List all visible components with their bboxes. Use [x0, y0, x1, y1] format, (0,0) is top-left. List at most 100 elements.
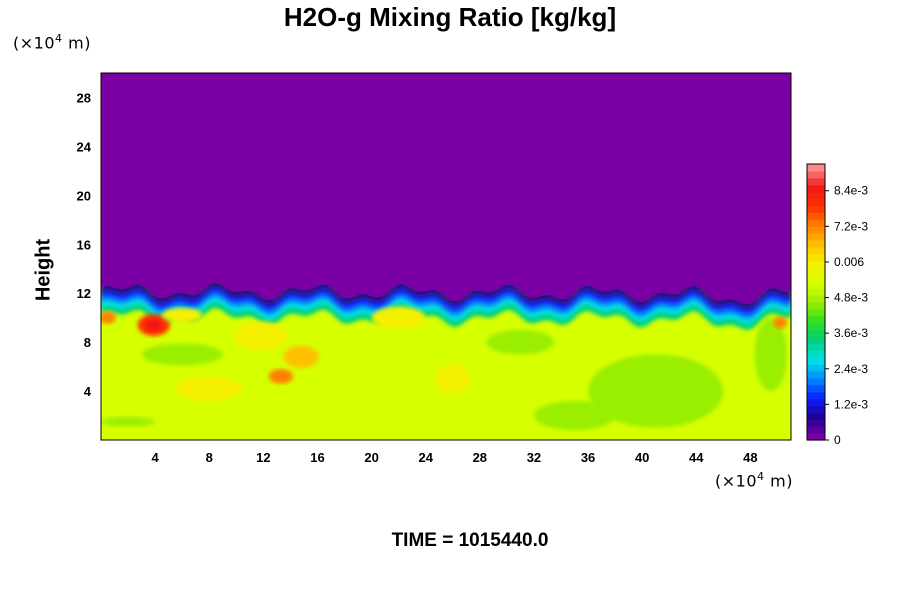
y-tick-label: 24 — [77, 139, 92, 154]
colorbar-segment — [807, 198, 825, 206]
colorbar-segment — [807, 302, 825, 310]
colorbar-segment — [807, 226, 825, 234]
x-tick-label: 28 — [473, 450, 487, 465]
moisture-cell — [773, 316, 787, 329]
colorbar-segment — [807, 364, 825, 372]
colorbar-segment — [807, 164, 825, 172]
x-tick-label: 8 — [206, 450, 213, 465]
colorbar-tick-label: 0.006 — [834, 255, 864, 269]
colorbar-segment — [807, 371, 825, 379]
x-tick-label: 4 — [152, 450, 160, 465]
colorbar-segment — [807, 170, 825, 179]
moisture-patch — [233, 321, 288, 351]
colorbar: 0 1.2e-3 2.4e-3 3.6e-3 4.8e-3 0.006 7.2e-3 8.4e… — [806, 163, 868, 447]
moisture-patch — [371, 306, 426, 329]
colorbar-segment — [807, 281, 825, 289]
colorbar-segment — [807, 433, 825, 441]
colorbar-segment — [807, 295, 825, 303]
y-tick-label: 16 — [77, 237, 91, 252]
colorbar-segment — [807, 205, 825, 213]
x-tick-label: 40 — [635, 450, 649, 465]
y-tick-label: 4 — [84, 384, 92, 399]
x-tick-label: 44 — [689, 450, 704, 465]
drier-patch — [101, 416, 156, 427]
colorbar-tick-label: 3.6e-3 — [834, 326, 868, 340]
y-tick-labels: 4 8 12 16 20 24 28 — [77, 90, 92, 399]
colorbar-tick-label: 2.4e-3 — [834, 362, 868, 376]
colorbar-segment — [807, 308, 825, 317]
colorbar-segment — [807, 426, 825, 434]
colorbar-segment — [807, 233, 825, 241]
x-tick-label: 32 — [527, 450, 541, 465]
drier-patch — [486, 329, 555, 355]
colorbar-segment — [807, 274, 825, 282]
y-tick-label: 12 — [77, 286, 91, 301]
colorbar-segment — [807, 253, 825, 262]
colorbar-segment — [807, 350, 825, 358]
x-unit-exp: 4 — [757, 470, 765, 483]
drier-patch — [588, 354, 724, 428]
colorbar-tick-label: 4.8e-3 — [834, 291, 868, 305]
y-tick-label: 28 — [77, 90, 91, 105]
y-axis-unit: (×104 m) — [13, 32, 91, 52]
x-unit-suffix: m) — [764, 471, 793, 491]
colorbar-segment — [807, 322, 825, 331]
drier-patch — [533, 400, 616, 431]
colorbar-segment — [807, 239, 825, 248]
x-tick-labels: 4 8 12 16 20 24 28 32 36 40 44 48 — [152, 450, 758, 465]
colorbar-segment — [807, 343, 825, 351]
high-moisture-core — [145, 318, 162, 332]
drier-patch — [141, 343, 223, 366]
colorbar-segment — [807, 315, 825, 324]
moisture-patch — [435, 364, 471, 394]
colorbar-segment — [807, 267, 825, 275]
y-unit-suffix: m) — [62, 33, 91, 53]
drier-patch — [754, 317, 787, 392]
moisture-patch — [283, 345, 319, 368]
colorbar-segment — [807, 398, 825, 407]
x-unit-prefix: (×10 — [715, 471, 758, 491]
colorbar-tick-label: 0 — [834, 433, 841, 447]
chart-title: H2O-g Mixing Ratio [kg/kg] — [283, 2, 617, 32]
y-unit-exp: 4 — [55, 32, 63, 45]
y-unit-prefix: (×10 — [13, 33, 56, 53]
colorbar-segment — [807, 405, 825, 413]
x-tick-label: 48 — [743, 450, 757, 465]
colorbar-segment — [807, 219, 825, 227]
colorbar-segment — [807, 419, 825, 427]
y-tick-label: 20 — [77, 188, 91, 203]
colorbar-segment — [807, 184, 825, 193]
x-tick-label: 12 — [256, 450, 270, 465]
dry-region — [101, 73, 791, 305]
colorbar-segment — [807, 288, 825, 296]
moisture-patch — [175, 376, 244, 401]
time-label: TIME = 1015440.0 — [391, 530, 549, 551]
colorbar-segment — [807, 329, 825, 338]
colorbar-segment — [807, 384, 825, 393]
moisture-cell — [101, 311, 116, 324]
colorbar-frame — [806, 163, 826, 441]
moisture-cell — [268, 369, 294, 384]
colorbar-segment — [807, 260, 825, 269]
colorbar-tick-label: 1.2e-3 — [834, 397, 868, 411]
x-tick-label: 20 — [364, 450, 378, 465]
x-tick-label: 36 — [581, 450, 595, 465]
colorbar-tick-label: 8.4e-3 — [834, 184, 868, 198]
colorbar-segment — [807, 177, 825, 186]
colorbar-segment — [807, 246, 825, 255]
colorbar-segment — [807, 191, 825, 200]
colorbar-segment — [807, 357, 825, 365]
x-tick-label: 24 — [418, 450, 433, 465]
colorbar-segment — [807, 377, 825, 386]
colorbar-segment — [807, 412, 825, 420]
colorbar-segment — [807, 391, 825, 400]
x-tick-label: 16 — [310, 450, 324, 465]
colorbar-tick-label: 7.2e-3 — [834, 219, 868, 233]
plot-frame — [100, 72, 792, 441]
colorbar-segment — [807, 336, 825, 344]
colorbar-segment — [807, 212, 825, 220]
y-tick-label: 8 — [84, 335, 91, 350]
x-axis-unit: (×104 m) — [715, 470, 793, 490]
moisture-patch — [161, 307, 203, 323]
